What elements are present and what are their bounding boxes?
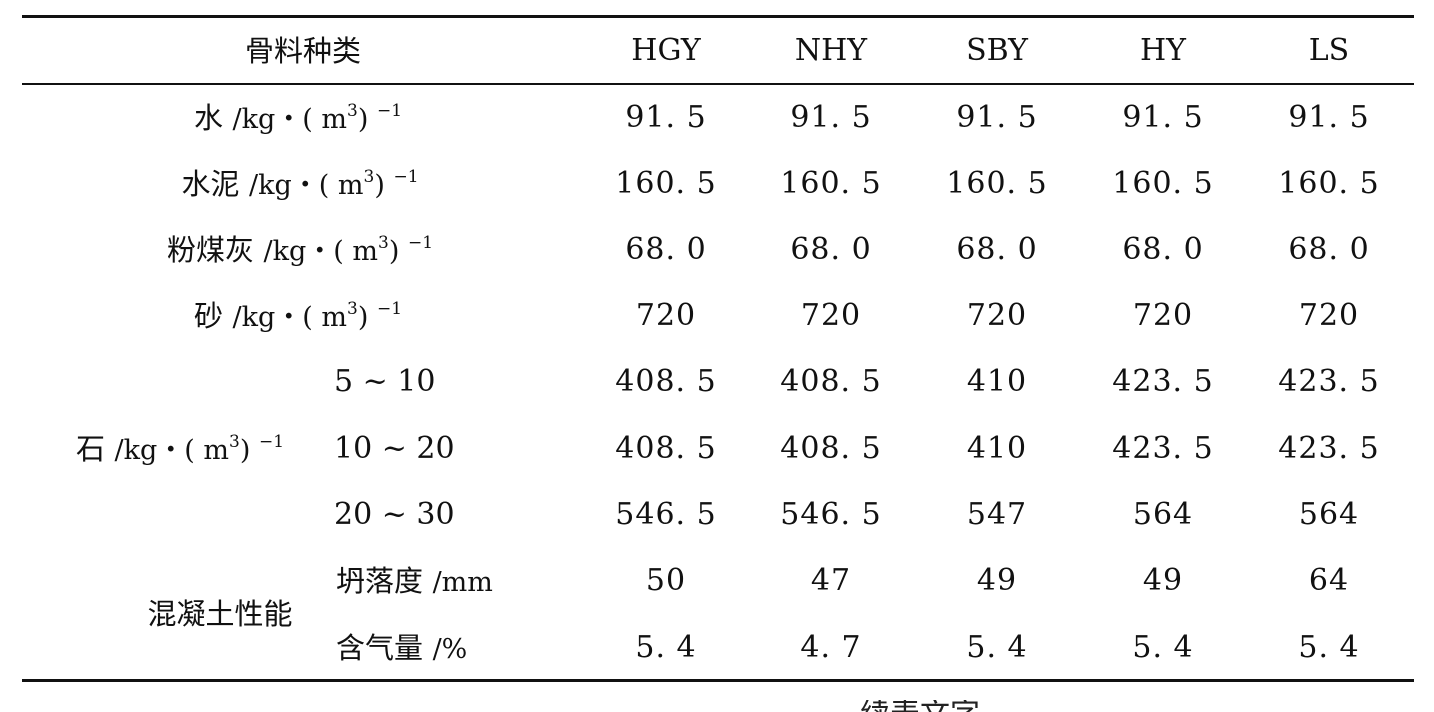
- table-cell: 410: [966, 431, 1028, 466]
- table-cell: 720: [1298, 298, 1360, 333]
- table-cell: 68. 0: [625, 232, 707, 267]
- performance-sub-label-1: 含气量 /%: [336, 630, 467, 666]
- table-cell: 160. 5: [946, 166, 1048, 201]
- table-cell: 564: [1298, 497, 1360, 532]
- table-cell: 91. 5: [625, 100, 707, 135]
- stone-label-text: 石: [75, 432, 105, 466]
- table-header-rule: [22, 83, 1414, 85]
- row-label-2-text: 粉煤灰: [166, 233, 254, 267]
- table-cell: 68. 0: [790, 232, 872, 267]
- performance-sub-text: 坍落度: [336, 564, 424, 598]
- table-cell: 64: [1308, 563, 1350, 598]
- table-cell: 547: [966, 497, 1028, 532]
- table-cell: 91. 5: [790, 100, 872, 135]
- row-label-0-unit: /kg・( m: [232, 104, 348, 135]
- header-nhy: NHY: [794, 33, 868, 68]
- performance-label: 混凝土性能: [147, 597, 293, 631]
- table-cell: 49: [1142, 563, 1184, 598]
- stone-label: 石 /kg・( m3) −1: [76, 431, 284, 467]
- header-hgy: HGY: [631, 33, 701, 68]
- table-cell: 5. 4: [635, 630, 697, 665]
- stone-size-range: 10 ~ 20: [334, 431, 455, 466]
- table-cell: 408. 5: [615, 431, 717, 466]
- table-cell: 160. 5: [780, 166, 882, 201]
- row-label-0-text: 水: [193, 101, 223, 135]
- header-category: 骨料种类: [244, 34, 362, 68]
- stone-label-unit-exp: 3: [229, 432, 240, 452]
- table-cell: 49: [976, 563, 1018, 598]
- table-cell: 564: [1132, 497, 1194, 532]
- table-cell: 423. 5: [1278, 364, 1380, 399]
- table-cell: 546. 5: [615, 497, 717, 532]
- row-label-1: 水泥 /kg・( m3) −1: [181, 166, 418, 202]
- row-label-0-unit-exp: 3: [347, 101, 358, 121]
- table-cell: 720: [800, 298, 862, 333]
- row-label-2-unit-close: ): [388, 236, 408, 267]
- table-cell: 408. 5: [780, 431, 882, 466]
- header-sby: SBY: [966, 33, 1028, 68]
- table-bottom-rule: [22, 679, 1414, 682]
- row-label-2-unit-exp2: −1: [407, 233, 434, 253]
- table-cell: 91. 5: [956, 100, 1038, 135]
- row-label-0-unit-exp2: −1: [376, 101, 403, 121]
- stone-size-range: 5 ~ 10: [334, 364, 436, 399]
- table-cell: 160. 5: [1278, 166, 1380, 201]
- row-label-3-unit-exp2: −1: [376, 299, 403, 319]
- row-label-3: 砂 /kg・( m3) −1: [194, 298, 402, 334]
- row-label-2-unit: /kg・( m: [263, 236, 379, 267]
- table-cell: 408. 5: [780, 364, 882, 399]
- row-label-0: 水 /kg・( m3) −1: [194, 100, 402, 136]
- row-label-1-unit-exp2: −1: [393, 167, 419, 187]
- table-cell: 720: [966, 298, 1028, 333]
- row-label-3-unit-close: ): [357, 302, 377, 333]
- row-label-2: 粉煤灰 /kg・( m3) −1: [167, 232, 433, 268]
- cut-off-caption: 续表文字: [860, 700, 1030, 712]
- table-cell: 423. 5: [1112, 364, 1214, 399]
- row-label-1-text: 水泥: [181, 167, 240, 201]
- row-label-2-unit-exp: 3: [378, 233, 389, 253]
- table-cell: 47: [810, 563, 852, 598]
- row-label-0-unit-close: ): [357, 104, 377, 135]
- stone-label-unit: /kg・( m: [114, 435, 230, 466]
- table-cell: 546. 5: [780, 497, 882, 532]
- row-label-3-unit: /kg・( m: [232, 302, 348, 333]
- table-cell: 91. 5: [1288, 100, 1370, 135]
- row-label-1-unit-exp: 3: [363, 167, 375, 187]
- table-top-rule: [22, 15, 1414, 18]
- stone-size-range: 20 ~ 30: [334, 497, 455, 532]
- performance-sub-label-0: 坍落度 /mm: [336, 563, 493, 599]
- table-cell: 4. 7: [800, 630, 862, 665]
- row-label-3-unit-exp: 3: [347, 299, 358, 319]
- table-cell: 91. 5: [1122, 100, 1204, 135]
- table-cell: 5. 4: [1132, 630, 1194, 665]
- performance-sub-text: 含气量: [336, 631, 424, 665]
- table-cell: 68. 0: [1288, 232, 1370, 267]
- header-ls: LS: [1308, 33, 1350, 68]
- stone-label-unit-exp2: −1: [258, 432, 285, 452]
- table-cell: 68. 0: [956, 232, 1038, 267]
- table-cell: 423. 5: [1112, 431, 1214, 466]
- row-label-3-text: 砂: [193, 299, 223, 333]
- table-cell: 410: [966, 364, 1028, 399]
- table-cell: 5. 4: [966, 630, 1028, 665]
- performance-sub-unit: /mm: [432, 567, 493, 598]
- row-label-1-unit-close: ): [374, 170, 394, 201]
- table-cell: 68. 0: [1122, 232, 1204, 267]
- table-cell: 160. 5: [615, 166, 717, 201]
- table-cell: 423. 5: [1278, 431, 1380, 466]
- stone-label-unit-close: ): [239, 435, 259, 466]
- table-cell: 720: [635, 298, 697, 333]
- performance-sub-unit: /%: [432, 634, 468, 665]
- table-cell: 408. 5: [615, 364, 717, 399]
- table-cell: 50: [645, 563, 687, 598]
- table-cell: 720: [1132, 298, 1194, 333]
- header-hy: HY: [1140, 33, 1186, 68]
- table-cell: 160. 5: [1112, 166, 1214, 201]
- row-label-1-unit: /kg・( m: [249, 170, 364, 201]
- table-cell: 5. 4: [1298, 630, 1360, 665]
